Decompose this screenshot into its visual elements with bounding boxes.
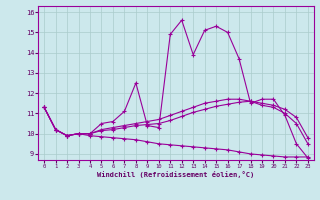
X-axis label: Windchill (Refroidissement éolien,°C): Windchill (Refroidissement éolien,°C) — [97, 171, 255, 178]
